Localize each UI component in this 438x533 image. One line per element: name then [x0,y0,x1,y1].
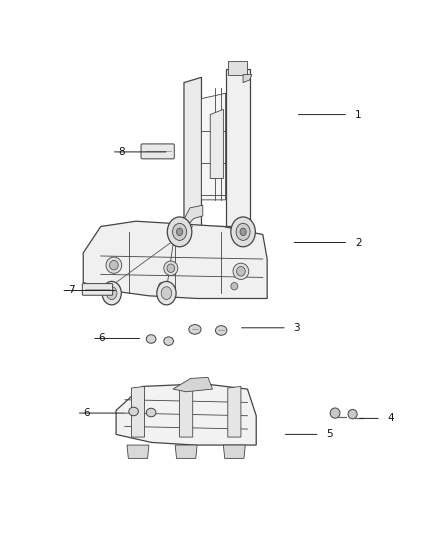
Polygon shape [127,445,149,458]
Polygon shape [149,280,180,293]
Ellipse shape [167,264,175,272]
FancyBboxPatch shape [141,144,174,159]
Polygon shape [184,77,201,227]
Ellipse shape [231,282,238,290]
Polygon shape [149,232,188,280]
Polygon shape [221,280,252,293]
Ellipse shape [231,217,255,247]
Polygon shape [226,69,250,227]
Text: 3: 3 [293,323,300,333]
Ellipse shape [236,223,250,240]
Polygon shape [223,445,245,458]
Polygon shape [173,377,212,392]
Polygon shape [179,205,203,229]
Ellipse shape [348,409,357,419]
Ellipse shape [161,287,172,300]
Ellipse shape [146,335,156,343]
Polygon shape [83,221,267,298]
Polygon shape [210,109,223,179]
Ellipse shape [164,261,178,276]
Polygon shape [180,386,193,437]
Ellipse shape [164,337,173,345]
Polygon shape [228,61,247,75]
Polygon shape [116,384,256,445]
Text: 4: 4 [388,414,394,423]
Polygon shape [228,386,241,437]
Ellipse shape [157,281,176,305]
Ellipse shape [146,408,156,417]
Text: 6: 6 [99,334,105,343]
Ellipse shape [189,325,201,334]
Ellipse shape [159,282,166,290]
Polygon shape [230,232,256,280]
Polygon shape [166,227,254,259]
Ellipse shape [240,228,246,236]
Ellipse shape [129,407,138,416]
FancyBboxPatch shape [82,284,113,295]
Ellipse shape [233,263,249,279]
Polygon shape [175,445,197,458]
Text: 7: 7 [68,286,74,295]
Polygon shape [131,386,145,437]
Text: 2: 2 [355,238,361,247]
Text: 1: 1 [355,110,361,119]
Ellipse shape [215,326,227,335]
Ellipse shape [330,408,340,418]
Ellipse shape [167,217,192,247]
Ellipse shape [106,257,122,273]
Polygon shape [201,93,226,200]
Text: 6: 6 [83,408,90,418]
Ellipse shape [102,281,121,305]
Text: 5: 5 [326,430,333,439]
Ellipse shape [173,223,187,240]
Ellipse shape [110,260,118,270]
Ellipse shape [237,266,245,276]
Ellipse shape [177,228,183,236]
Text: 8: 8 [118,147,125,157]
Polygon shape [243,75,252,83]
Ellipse shape [106,287,117,300]
